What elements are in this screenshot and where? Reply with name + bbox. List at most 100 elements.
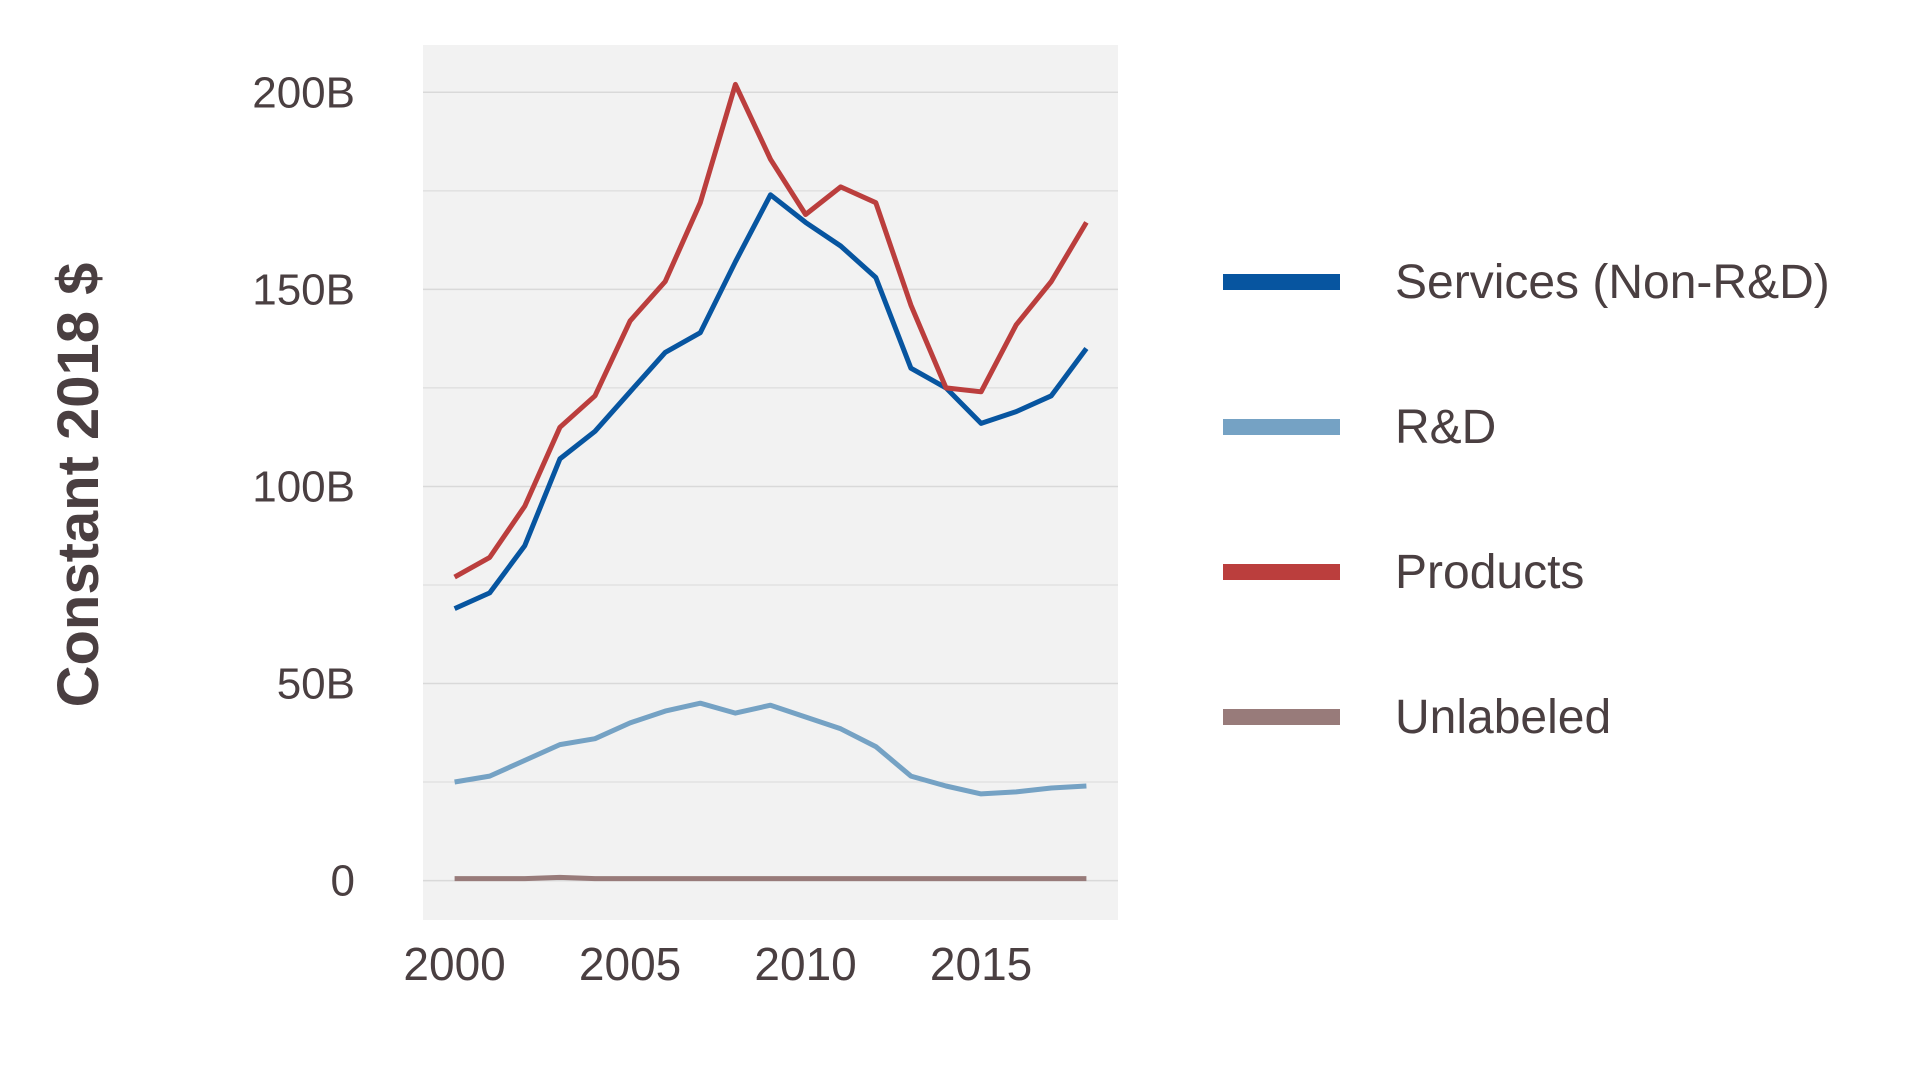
data-point (979, 389, 984, 394)
data-point (522, 876, 527, 881)
series-products (452, 81, 1089, 580)
data-point (487, 876, 492, 881)
data-point (522, 504, 527, 509)
data-point (873, 876, 878, 881)
data-point (698, 701, 703, 706)
data-point (452, 606, 457, 611)
data-point (944, 876, 949, 881)
y-tick-label: 100B (252, 462, 355, 511)
data-point (1084, 876, 1089, 881)
x-tick-label: 2005 (579, 938, 681, 990)
data-point (628, 318, 633, 323)
data-point (803, 876, 808, 881)
series-unlabeled (452, 874, 1089, 882)
legend-item-products: Products (1223, 546, 1584, 599)
data-point (628, 389, 633, 394)
data-point (733, 82, 738, 87)
data-point (1014, 409, 1019, 414)
data-point (838, 876, 843, 881)
data-point (908, 303, 913, 308)
data-point (873, 744, 878, 749)
data-point (698, 200, 703, 205)
data-point (452, 876, 457, 881)
data-point (873, 275, 878, 280)
legend-label: R&D (1395, 401, 1496, 454)
legend-item-r-d: R&D (1223, 401, 1496, 454)
data-point (1049, 786, 1054, 791)
data-point (1084, 220, 1089, 225)
data-point (803, 715, 808, 720)
plot-background (423, 45, 1118, 920)
data-point (593, 876, 598, 881)
y-axis-label: Constant 2018 $ (46, 263, 111, 708)
data-point (663, 709, 668, 714)
data-point (908, 366, 913, 371)
data-point (803, 220, 808, 225)
data-point (768, 703, 773, 708)
series-services-non-r-d (452, 192, 1089, 611)
data-point (1014, 789, 1019, 794)
legend-item-unlabeled: Unlabeled (1223, 691, 1611, 744)
data-point (557, 456, 562, 461)
data-point (663, 279, 668, 284)
data-point (522, 758, 527, 763)
data-point (1014, 322, 1019, 327)
data-point (663, 350, 668, 355)
data-point (628, 876, 633, 881)
x-tick-label: 2010 (754, 938, 856, 990)
data-point (979, 876, 984, 881)
data-point (733, 711, 738, 716)
data-point (487, 774, 492, 779)
y-tick-label: 150B (252, 265, 355, 314)
data-point (908, 774, 913, 779)
x-axis-tick-labels: 2000 2005 2010 2015 (403, 938, 1032, 990)
data-point (487, 590, 492, 595)
data-point (1084, 346, 1089, 351)
data-point (698, 876, 703, 881)
data-point (838, 244, 843, 249)
series-line-r-d (454, 700, 1087, 797)
data-point (768, 192, 773, 197)
y-tick-label: 0 (331, 857, 355, 906)
data-point (979, 421, 984, 426)
data-point (628, 720, 633, 725)
data-point (1049, 393, 1054, 398)
data-point (979, 791, 984, 796)
series-lines (452, 81, 1089, 882)
data-point (944, 385, 949, 390)
data-point (1084, 784, 1089, 789)
legend-label: Services (Non-R&D) (1395, 256, 1830, 309)
legend-label: Products (1395, 546, 1584, 599)
data-point (522, 543, 527, 548)
series-line-services-non-r-d (453, 192, 1089, 611)
x-tick-label: 2000 (403, 938, 505, 990)
legend-item-services-non-r-d: Services (Non-R&D) (1223, 256, 1830, 309)
data-point (1049, 876, 1054, 881)
data-point (768, 876, 773, 881)
data-point (593, 736, 598, 741)
data-point (593, 393, 598, 398)
y-tick-label: 50B (277, 660, 355, 709)
series-r-d (454, 700, 1089, 797)
legend-label: Unlabeled (1395, 691, 1611, 744)
data-point (1049, 279, 1054, 284)
data-point (838, 184, 843, 189)
data-point (803, 212, 808, 217)
data-point (1014, 876, 1019, 881)
data-point (908, 876, 913, 881)
y-axis-tick-labels: 0 50B 100B 150B 200B (252, 68, 355, 905)
data-point (487, 555, 492, 560)
data-point (944, 784, 949, 789)
data-point (452, 575, 457, 580)
data-point (663, 876, 668, 881)
data-point (557, 742, 562, 747)
data-point (838, 726, 843, 731)
data-point (698, 330, 703, 335)
data-point (768, 157, 773, 162)
data-point (557, 875, 562, 880)
legend: Services (Non-R&D) R&D Products Unlabeled (1223, 256, 1830, 744)
x-tick-label: 2015 (930, 938, 1032, 990)
series-line-products (453, 81, 1089, 580)
